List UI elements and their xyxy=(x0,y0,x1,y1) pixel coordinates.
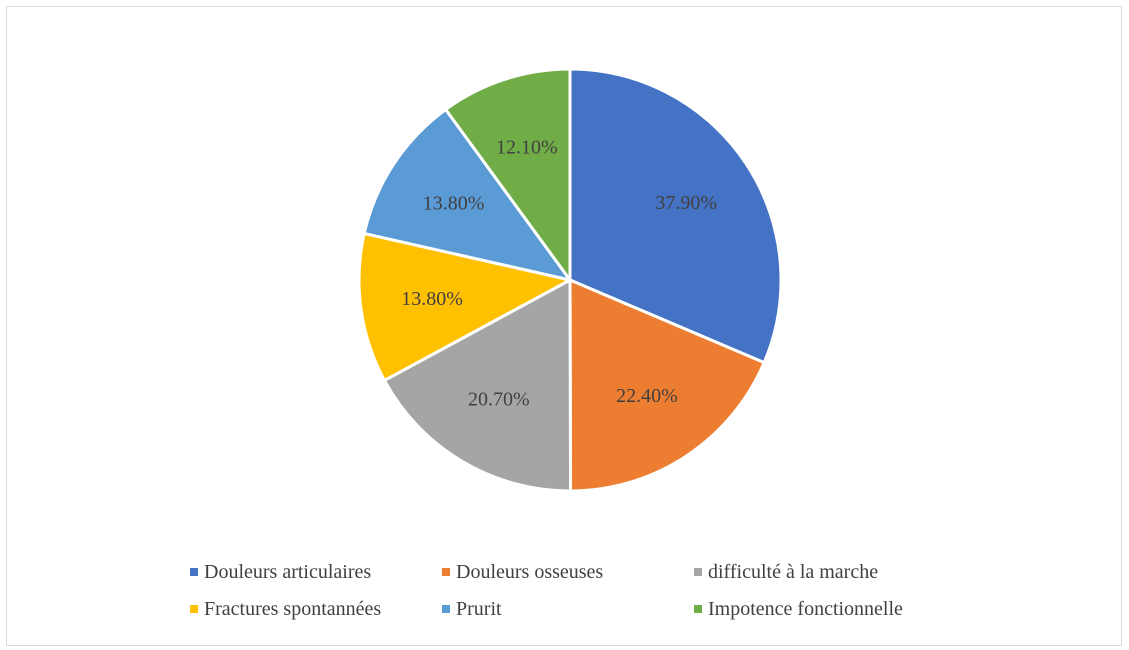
pie-slice-fractures-spontannees xyxy=(357,231,572,382)
legend-item-impotence-fonctionnelle: Impotence fonctionnelle xyxy=(694,597,990,621)
legend-label: difficulté à la marche xyxy=(708,560,879,583)
legend-label: Fractures spontannées xyxy=(204,597,382,620)
data-label-fractures-spontannees: 13.80% xyxy=(401,288,463,310)
legend-swatch xyxy=(442,568,450,576)
legend-swatch xyxy=(190,568,198,576)
legend-swatch xyxy=(694,605,702,613)
pie-slice-douleurs-osseuses xyxy=(568,278,766,493)
pie-slice-douleurs-articulaires xyxy=(568,67,783,365)
pie-slices xyxy=(357,67,783,493)
data-label-douleurs-osseuses: 22.40% xyxy=(616,385,678,407)
legend-label: Prurit xyxy=(456,597,502,620)
pie-slice-difficulte-a-la-marche xyxy=(382,278,573,493)
legend-swatch xyxy=(442,605,450,613)
data-label-prurit: 13.80% xyxy=(423,192,485,214)
legend-label: Douleurs osseuses xyxy=(456,560,604,583)
legend-swatch xyxy=(190,605,198,613)
legend-label: Impotence fonctionnelle xyxy=(708,597,903,620)
pie-slice-prurit xyxy=(362,107,572,282)
pie-slice-impotence-fonctionnelle xyxy=(444,67,572,282)
data-label-impotence-fonctionnelle: 12.10% xyxy=(496,137,558,159)
legend-swatch xyxy=(694,568,702,576)
legend-label: Douleurs articulaires xyxy=(204,560,372,583)
chart-legend: Douleurs articulaires Douleurs osseuses di… xyxy=(190,560,990,621)
legend-item-prurit: Prurit xyxy=(442,597,694,621)
legend-item-fractures-spontannees: Fractures spontannées xyxy=(190,597,442,621)
legend-item-douleurs-osseuses: Douleurs osseuses xyxy=(442,560,694,584)
pie-data-labels: 37.90% 22.40% 20.70% 13.80% 13.80% 12.10% xyxy=(401,137,717,411)
legend-item-douleurs-articulaires: Douleurs articulaires xyxy=(190,560,442,584)
legend-item-difficulte-a-la-marche: difficulté à la marche xyxy=(694,560,990,584)
data-label-douleurs-articulaires: 37.90% xyxy=(655,192,717,214)
data-label-difficulte-a-la-marche: 20.70% xyxy=(468,389,530,411)
